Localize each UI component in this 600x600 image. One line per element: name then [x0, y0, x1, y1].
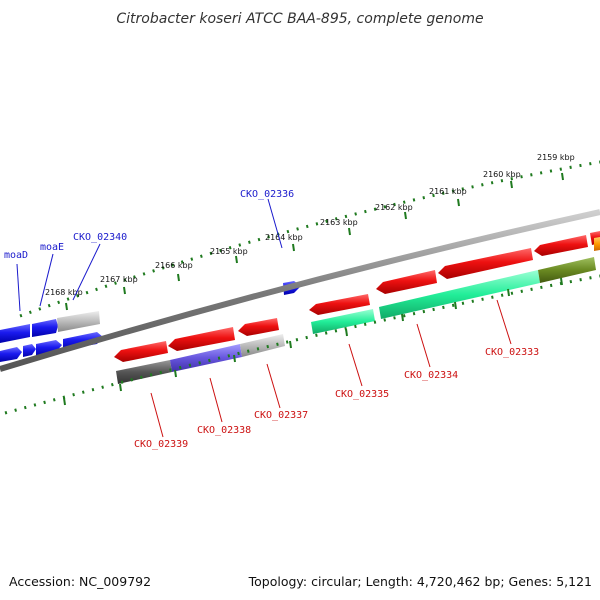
callout-line [16, 263, 21, 312]
inner-ruler [4, 274, 600, 415]
gene-CKO_02337[interactable] [238, 318, 279, 336]
ruler-tick [63, 397, 66, 406]
ruler-label: 2167 kbp [100, 275, 138, 284]
callout-line [209, 377, 223, 423]
callout-line [150, 392, 164, 438]
ruler-tick [561, 172, 564, 181]
callout-line [266, 363, 281, 409]
cog-block-grey [57, 311, 100, 332]
ruler-label: 2166 kbp [155, 261, 193, 270]
top-gene-labels: moaD moaE CKO_02340 CKO_02336 [4, 189, 294, 261]
ruler-tick [560, 277, 563, 286]
cog-block-green [379, 270, 540, 319]
cog-block-green [311, 309, 375, 334]
callout-line [72, 243, 101, 301]
gene-label-CKO_02339[interactable]: CKO_02339 [134, 439, 188, 450]
gene-CKO_02338[interactable] [168, 327, 235, 351]
gene-CKO_02333[interactable] [438, 248, 533, 279]
gene-forward-small[interactable] [0, 347, 22, 362]
cog-bar-reverse [116, 237, 600, 384]
cog-block-orange [594, 237, 600, 251]
ruler-tick [235, 255, 238, 264]
ruler-labels: 2159 kbp 2160 kbp 2161 kbp 2162 kbp 2163… [45, 153, 575, 297]
gene-label-CKO_02337[interactable]: CKO_02337 [254, 410, 308, 421]
gene-CKO_02339[interactable] [114, 341, 168, 362]
ruler-tick [123, 286, 126, 295]
callout-line [496, 299, 512, 345]
bottom-gene-labels: CKO_02339 CKO_02338 CKO_02337 CKO_02335 … [134, 347, 539, 450]
ruler-tick [345, 328, 348, 337]
gene-label-CKO_02338[interactable]: CKO_02338 [197, 425, 251, 436]
gene-CKO_02334[interactable] [376, 270, 437, 294]
ruler-tick [401, 313, 404, 322]
reverse-genes [114, 231, 600, 362]
gene-label-moaE[interactable]: moaE [40, 242, 64, 253]
ruler-label: 2162 kbp [375, 203, 413, 212]
ruler-tick [292, 243, 295, 252]
topology-summary: Topology: circular; Length: 4,720,462 bp… [248, 574, 592, 589]
ruler-tick [510, 180, 513, 189]
cog-block-purple [170, 344, 242, 372]
ruler-label: 2160 kbp [483, 170, 521, 179]
ruler-label: 2165 kbp [210, 247, 248, 256]
gene-CKO_02335[interactable] [309, 294, 370, 315]
forward-genes [0, 281, 301, 362]
cog-block-olive [538, 257, 596, 283]
callout-line [416, 323, 431, 368]
ruler-label: 2159 kbp [537, 153, 575, 162]
gene-label-moaD[interactable]: moaD [4, 250, 28, 261]
ruler-tick [177, 273, 180, 282]
genome-backbone [0, 209, 600, 372]
gene-label-CKO_02340[interactable]: CKO_02340 [73, 232, 127, 243]
inner-ruler-track [4, 274, 600, 415]
gene-forward-small[interactable] [23, 344, 36, 357]
ruler-tick [348, 227, 351, 236]
ruler-tick [119, 383, 122, 392]
gene-label-CKO_02333[interactable]: CKO_02333 [485, 347, 539, 358]
gene-moaE[interactable] [32, 319, 58, 337]
callout-line [267, 198, 283, 249]
gene-reverse[interactable] [534, 235, 588, 256]
cog-block-grey [240, 334, 285, 357]
ruler-tick [507, 288, 510, 297]
ruler-label: 2164 kbp [265, 233, 303, 242]
ruler-label: 2168 kbp [45, 288, 83, 297]
gene-label-CKO_02335[interactable]: CKO_02335 [335, 389, 389, 400]
map-title: Citrobacter koseri ATCC BAA-895, complet… [116, 11, 483, 27]
top-callout-lines [16, 198, 283, 312]
accession-text: Accession: NC_009792 [9, 574, 151, 589]
outer-ruler [19, 160, 600, 318]
callout-line [39, 253, 54, 307]
callout-line [348, 343, 363, 387]
bottom-callout-lines [150, 299, 512, 438]
cog-block-dark [116, 360, 172, 384]
ruler-tick [174, 369, 177, 378]
ruler-tick [65, 302, 68, 311]
gene-moaD[interactable] [0, 324, 30, 343]
ruler-label: 2163 kbp [320, 218, 358, 227]
ruler-tick [289, 340, 292, 349]
gene-label-CKO_02336[interactable]: CKO_02336 [240, 189, 294, 200]
ruler-tick [233, 354, 236, 363]
gene-label-CKO_02334[interactable]: CKO_02334 [404, 370, 458, 381]
ruler-tick [457, 198, 460, 207]
ruler-tick [454, 301, 457, 310]
ruler-label: 2161 kbp [429, 187, 467, 196]
ruler-tick [404, 211, 407, 220]
